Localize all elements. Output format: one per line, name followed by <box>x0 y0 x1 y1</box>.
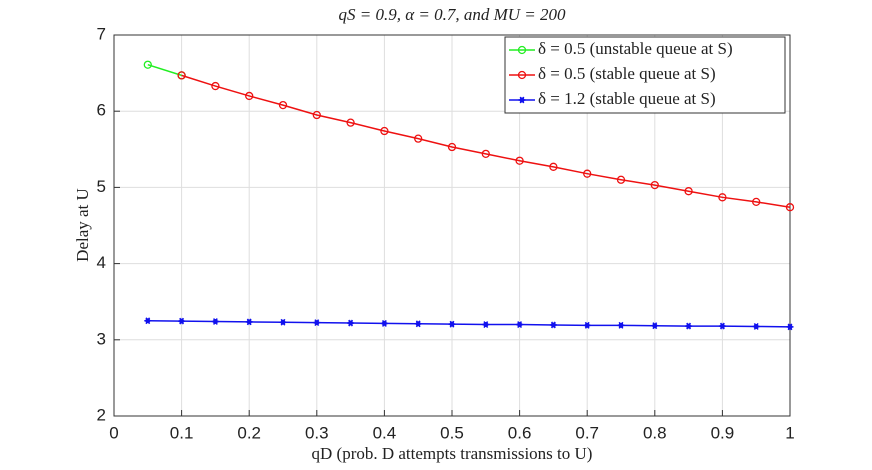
y-tick-label: 7 <box>97 24 106 43</box>
marker <box>245 91 254 101</box>
marker <box>347 319 355 327</box>
marker <box>211 318 219 325</box>
marker-stroke <box>415 320 421 328</box>
marker <box>380 126 389 136</box>
y-tick-label: 2 <box>97 405 106 424</box>
legend-label: δ = 0.5 (stable queue at S) <box>538 64 716 83</box>
marker <box>617 321 625 329</box>
marker-stroke <box>584 321 590 329</box>
plot-frame <box>113 34 791 417</box>
marker <box>515 156 524 165</box>
marker <box>752 197 761 207</box>
marker-stroke <box>686 322 691 330</box>
series-line <box>147 320 791 328</box>
y-tick-label: 6 <box>97 101 106 120</box>
marker-stroke <box>652 322 658 330</box>
x-tick-label: 0.5 <box>440 423 464 442</box>
x-tick-label: 0.3 <box>305 423 329 442</box>
marker <box>516 321 524 328</box>
marker-stroke <box>519 96 525 104</box>
marker-stroke <box>246 318 252 326</box>
y-tick-label: 5 <box>97 177 106 196</box>
x-tick-label: 0.8 <box>643 423 667 442</box>
series-line <box>147 64 182 77</box>
marker <box>481 149 490 159</box>
marker <box>245 318 253 326</box>
marker <box>447 142 457 152</box>
x-tick-label: 0.2 <box>237 423 261 442</box>
marker <box>279 318 287 326</box>
marker <box>616 175 626 184</box>
marker <box>278 100 288 110</box>
y-tick-label: 3 <box>97 329 106 348</box>
x-tick-label: 0.4 <box>373 423 397 442</box>
marker-stroke <box>382 320 387 327</box>
x-tick-label: 0.1 <box>170 423 194 442</box>
marker <box>414 134 423 143</box>
marker <box>752 323 760 330</box>
marker <box>448 320 456 328</box>
legend-box <box>504 36 786 114</box>
legend-label: δ = 1.2 (stable queue at S) <box>538 89 716 108</box>
marker <box>414 320 422 328</box>
marker <box>651 322 659 330</box>
marker-stroke <box>753 323 759 330</box>
marker <box>549 321 557 329</box>
marker <box>583 321 591 329</box>
marker <box>685 322 693 330</box>
marker <box>482 321 490 328</box>
marker-stroke <box>618 321 624 329</box>
marker <box>177 71 186 80</box>
marker-stroke <box>720 322 725 330</box>
x-tick-label: 0.9 <box>711 423 735 442</box>
chart-title: qS = 0.9, α = 0.7, and MU = 200 <box>338 5 566 24</box>
marker-stroke <box>213 318 218 325</box>
marker <box>785 203 795 212</box>
marker-stroke <box>280 318 286 326</box>
marker <box>143 60 152 69</box>
series-line <box>181 74 791 208</box>
marker-stroke <box>179 317 184 325</box>
marker-stroke <box>517 321 522 328</box>
marker <box>518 96 526 104</box>
marker <box>517 45 527 55</box>
marker <box>313 319 321 327</box>
marker-stroke <box>551 321 556 329</box>
x-tick-label: 0.7 <box>575 423 599 442</box>
marker <box>650 180 659 190</box>
x-tick-label: 0 <box>109 423 118 442</box>
marker-stroke <box>145 317 151 325</box>
marker <box>380 320 388 327</box>
x-tick-label: 1 <box>785 423 794 442</box>
marker <box>549 162 558 171</box>
marker <box>178 317 186 325</box>
marker <box>718 193 727 202</box>
marker <box>144 317 152 325</box>
marker-stroke <box>449 320 455 328</box>
marker <box>211 81 220 91</box>
x-tick-label: 0.6 <box>508 423 532 442</box>
legend-label: δ = 0.5 (unstable queue at S) <box>538 39 733 58</box>
marker <box>718 322 726 330</box>
marker <box>312 110 321 120</box>
x-axis-label: qD (prob. D attempts transmissions to U) <box>312 444 593 463</box>
marker-stroke <box>314 319 320 327</box>
marker <box>517 70 527 80</box>
marker-stroke <box>787 323 793 331</box>
marker-stroke <box>348 319 353 327</box>
marker <box>786 323 794 331</box>
y-axis-label: Delay at U <box>73 188 92 262</box>
marker-stroke <box>483 321 489 328</box>
marker <box>583 169 592 178</box>
marker <box>346 118 355 127</box>
y-tick-label: 4 <box>97 253 106 272</box>
marker <box>684 187 693 196</box>
